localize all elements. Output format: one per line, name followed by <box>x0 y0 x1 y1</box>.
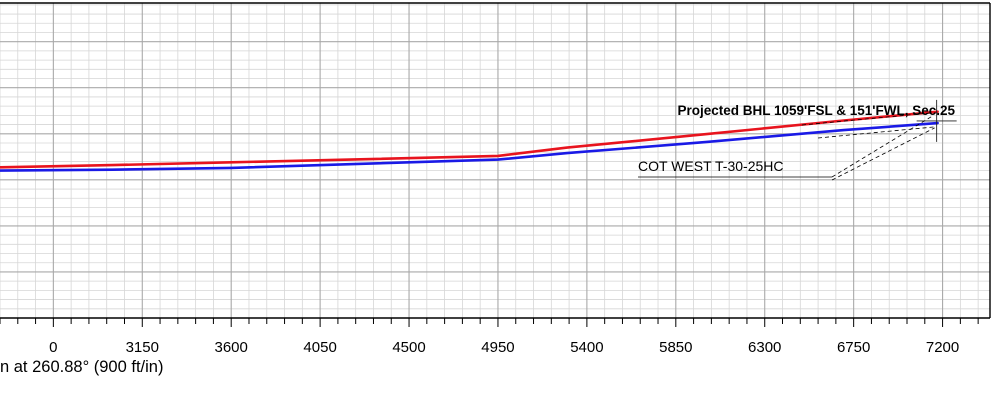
x-tick-label: 7200 <box>926 339 959 356</box>
x-tick-label: 5400 <box>570 339 603 356</box>
bhl-leader-a <box>801 112 931 126</box>
bhl-target-marker <box>916 99 957 142</box>
x-tick-label: 3600 <box>215 339 248 356</box>
x-tick-label: 3150 <box>126 339 159 356</box>
x-axis-tick-labels: 0 3150 3600 4050 4500 4950 5400 5850 6300 6750 720… <box>49 339 959 356</box>
x-tick-label: 4050 <box>303 339 336 356</box>
x-tick-label: 4500 <box>392 339 425 356</box>
well-leader-b <box>831 127 935 181</box>
x-tick-label: 6300 <box>748 339 781 356</box>
well-paths <box>0 110 939 172</box>
well-name-annotation: COT WEST T-30-25HC <box>638 158 783 174</box>
bhl-leader-b <box>817 126 935 139</box>
x-tick-label: 4950 <box>481 339 514 356</box>
x-axis-ticks <box>0 318 979 327</box>
x-tick-label: 5850 <box>659 339 692 356</box>
well-path-1 <box>0 121 939 172</box>
bhl-annotation: Projected BHL 1059'FSL & 151'FWL, Sec.25 <box>677 103 955 118</box>
plot-frame <box>0 2 991 319</box>
well-leader-a <box>831 115 933 178</box>
annotations: Projected BHL 1059'FSL & 151'FWL, Sec.25… <box>638 103 955 181</box>
well-path-0 <box>0 110 939 169</box>
x-axis-title: n at 260.88° (900 ft/in) <box>0 358 164 376</box>
x-tick-label: 6750 <box>837 339 870 356</box>
x-tick-label: 0 <box>49 339 57 356</box>
